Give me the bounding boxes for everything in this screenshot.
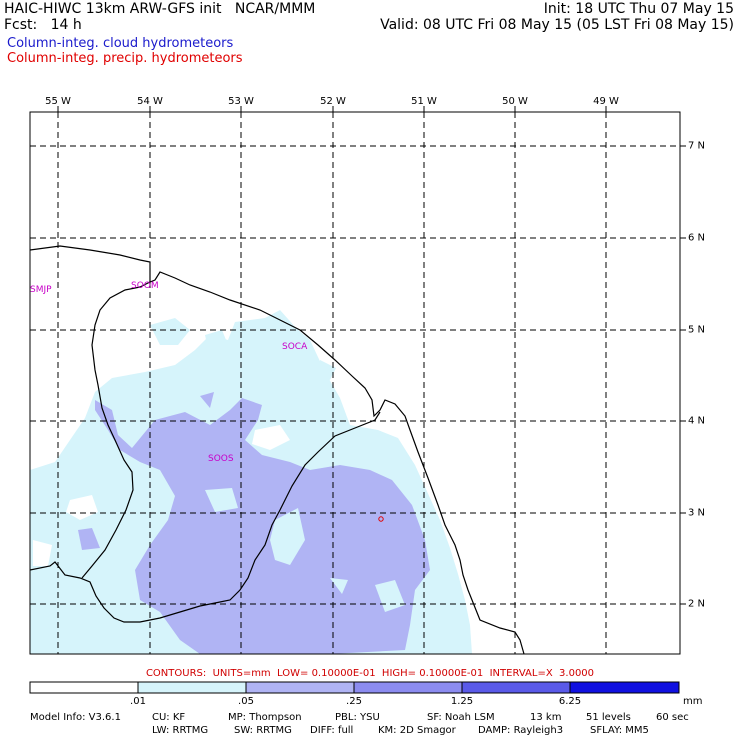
- clear-sky-patch: [330, 578, 348, 594]
- coastline: [30, 245, 525, 654]
- clear-sky-patch: [205, 488, 238, 512]
- precip-shading: [200, 392, 214, 408]
- model-info-sw: SW: RRTMG: [234, 725, 292, 736]
- clear-sky-patch: [270, 508, 305, 565]
- guyana-suriname-border: [30, 411, 381, 623]
- clear-sky-patch: [66, 495, 98, 520]
- model-info-damp: DAMP: Rayleigh3: [478, 725, 564, 736]
- station-label-smjp: SMJP: [30, 285, 52, 295]
- contours-info: CONTOURS: UNITS=mm LOW= 0.10000E-01 HIGH…: [145, 668, 595, 679]
- precip-max-marker: [378, 516, 384, 522]
- station-label-soca: SOCA: [282, 342, 308, 352]
- model-info-sflay: SFLAY: MM5: [590, 725, 649, 736]
- precip-field-label: Column-integ. precip. hydrometeors: [7, 51, 243, 66]
- lon-label-54w: 54 W: [137, 96, 163, 107]
- colorbar: [29, 681, 680, 694]
- lon-label-50w: 50 W: [502, 96, 528, 107]
- clear-sky-patch: [252, 425, 290, 450]
- model-info-sf: SF: Noah LSM: [427, 712, 495, 723]
- lat-label-2n: 2 N: [688, 598, 706, 610]
- coastline: [30, 245, 525, 654]
- colorbar-unit: mm: [683, 696, 703, 707]
- lat-label-5n: 5 N: [688, 324, 706, 336]
- cloud-shading: [318, 360, 336, 380]
- lon-label-53w: 53 W: [228, 96, 254, 107]
- clear-sky-patch: [33, 540, 52, 566]
- init-time: Init: 18 UTC Thu 07 May 15: [543, 1, 734, 17]
- tick-marks: [57, 106, 686, 605]
- colorbar-label: .05: [238, 696, 254, 707]
- hydrometeor-shading: [30, 310, 472, 654]
- lat-label-4n: 4 N: [688, 415, 706, 427]
- lat-label-3n: 3 N: [688, 507, 706, 519]
- station-label-soos: SOOS: [208, 454, 234, 464]
- model-info-mp: MP: Thompson: [228, 712, 302, 723]
- lat-label-7n: 7 N: [688, 140, 706, 152]
- station-label-soom: SOOM: [131, 281, 159, 291]
- precip-shading: [95, 398, 430, 654]
- lat-label-6n: 6 N: [688, 232, 706, 244]
- model-info-version: Model Info: V3.6.1: [30, 712, 121, 723]
- forecast-hour: Fcst: 14 h: [4, 17, 82, 33]
- model-info-pbl: PBL: YSU: [335, 712, 380, 723]
- lon-label-55w: 55 W: [45, 96, 71, 107]
- cloud-shading: [150, 318, 190, 345]
- model-info-cu: CU: KF: [152, 712, 186, 723]
- model-info-timestep: 60 sec: [656, 712, 689, 723]
- model-info-lw: LW: RRTMG: [152, 725, 209, 736]
- lon-label-52w: 52 W: [320, 96, 346, 107]
- colorbar-label: 1.25: [450, 696, 474, 707]
- precip-shading: [78, 528, 100, 550]
- cloud-field-label: Column-integ. cloud hydrometeors: [7, 36, 234, 51]
- model-info-km: KM: 2D Smagor: [378, 725, 456, 736]
- map-title: HAIC-HIWC 13km ARW-GFS init NCAR/MMM: [4, 1, 316, 17]
- map-frame: [29, 111, 681, 655]
- valid-time: Valid: 08 UTC Fri 08 May 15 (05 LST Fri …: [380, 17, 734, 33]
- lat-lon-grid: [30, 112, 680, 654]
- model-info-diff: DIFF: full: [310, 725, 354, 736]
- cloud-shading: [205, 330, 230, 358]
- colorbar-label: .25: [346, 696, 362, 707]
- lon-label-51w: 51 W: [411, 96, 437, 107]
- lon-label-49w: 49 W: [593, 96, 619, 107]
- suriname-fr-guiana-border: [81, 281, 151, 579]
- colorbar-label: 6.25: [558, 696, 582, 707]
- model-info-levels: 51 levels: [586, 712, 631, 723]
- model-info-resolution: 13 km: [530, 712, 562, 723]
- colorbar-label: .01: [130, 696, 146, 707]
